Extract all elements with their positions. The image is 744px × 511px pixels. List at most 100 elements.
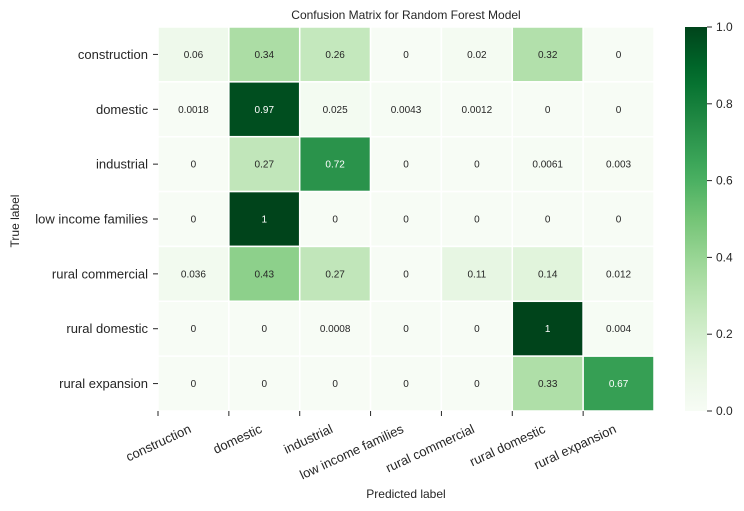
cell-value-label: 0 [403, 269, 409, 280]
heatmap-cell [582, 81, 655, 138]
colorbar-tick-label: 0.2 [716, 327, 733, 341]
cell-value-label: 0.72 [325, 160, 345, 171]
heatmap-cell [440, 355, 514, 412]
cell-value-label: 0.26 [325, 50, 345, 61]
cell-value-label: 0 [262, 324, 268, 335]
cell-value-label: 0 [545, 105, 551, 116]
heatmap-cell [369, 355, 443, 412]
y-tick-label: low income families [35, 212, 148, 227]
cell-value-label: 0 [474, 160, 480, 171]
cell-value-label: 0 [474, 215, 480, 226]
colorbar: 0.0 0.2 0.4 0.6 0.8 1.0 [685, 20, 733, 418]
cell-value-label: 1 [262, 215, 268, 226]
cell-value-label: 0 [403, 160, 409, 171]
cell-value-label: 0 [616, 105, 622, 116]
heatmap-cell [298, 355, 372, 412]
cell-value-label: 0.33 [538, 379, 558, 390]
cell-value-label: 0 [191, 324, 197, 335]
x-tick-label: domestic [211, 421, 265, 457]
heatmap-cell [157, 245, 230, 303]
heatmap-cell [228, 190, 301, 248]
y-tick-label: rural commercial [52, 266, 148, 281]
colorbar-gradient [685, 27, 707, 411]
heatmap-cell [157, 190, 230, 248]
cell-value-label: 0 [332, 215, 338, 226]
y-axis-ticks: construction domestic industrial low income… [35, 47, 158, 391]
heatmap-cell [582, 300, 655, 357]
heatmap-cell [440, 300, 514, 357]
y-tick-label: construction [78, 47, 148, 62]
cell-value-label: 0.97 [255, 105, 275, 116]
heatmap-cell [511, 190, 584, 248]
chart-title: Confusion Matrix for Random Forest Model [291, 8, 520, 22]
x-tick-label: construction [123, 421, 193, 464]
cell-value-label: 0 [474, 379, 480, 390]
heatmap-cells: 0.06 0.34 0.26 0 0.02 0.32 0 0.0018 0.97 0.025 0.0… [157, 26, 655, 412]
cell-value-label: 0.06 [184, 50, 204, 61]
heatmap-cell [228, 26, 301, 83]
cell-value-label: 0 [191, 215, 197, 226]
cell-value-label: 0.14 [538, 269, 558, 280]
cell-value-label: 0 [545, 215, 551, 226]
cell-value-label: 0.0043 [391, 105, 422, 116]
colorbar-tick-label: 1.0 [716, 20, 733, 34]
heatmap-cell [228, 300, 301, 357]
cell-value-label: 1 [545, 324, 551, 335]
cell-value-label: 0.27 [325, 269, 345, 280]
cell-value-label: 0 [616, 50, 622, 61]
cell-value-label: 0 [191, 379, 197, 390]
heatmap-cell [440, 81, 514, 138]
heatmap-cell [440, 135, 514, 193]
cell-value-label: 0 [616, 215, 622, 226]
y-axis-label: True label [8, 195, 22, 248]
cell-value-label: 0 [403, 215, 409, 226]
heatmap-cell [228, 135, 301, 193]
heatmap-cell [298, 135, 372, 193]
cell-value-label: 0.67 [609, 379, 629, 390]
cell-value-label: 0 [474, 324, 480, 335]
heatmap-cell [582, 355, 655, 412]
cell-value-label: 0 [403, 379, 409, 390]
heatmap-cell [511, 135, 584, 193]
cell-value-label: 0.43 [255, 269, 275, 280]
cell-value-label: 0.27 [255, 160, 275, 171]
cell-value-label: 0.0012 [462, 105, 493, 116]
heatmap-cell [298, 245, 372, 303]
cell-value-label: 0.0061 [532, 160, 563, 171]
heatmap-cell [511, 26, 584, 83]
cell-value-label: 0.02 [467, 50, 487, 61]
cell-value-label: 0.11 [467, 269, 486, 280]
cell-value-label: 0.32 [538, 50, 558, 61]
cell-value-label: 0.025 [323, 105, 348, 116]
heatmap-cell [157, 355, 230, 412]
heatmap-cell [298, 81, 372, 138]
cell-value-label: 0.003 [606, 160, 631, 171]
heatmap-cell [511, 355, 584, 412]
colorbar-tick-label: 0.0 [716, 404, 733, 418]
y-tick-label: rural expansion [59, 376, 148, 391]
cell-value-label: 0.012 [606, 269, 631, 280]
cell-value-label: 0.34 [255, 50, 275, 61]
x-axis-label: Predicted label [366, 487, 445, 501]
cell-value-label: 0.0008 [320, 324, 351, 335]
heatmap-cell [582, 190, 655, 248]
heatmap-cell [157, 300, 230, 357]
cell-value-label: 0.036 [181, 269, 206, 280]
cell-value-label: 0 [332, 379, 338, 390]
cell-value-label: 0 [191, 160, 197, 171]
y-tick-label: industrial [96, 157, 148, 172]
heatmap-cell [582, 135, 655, 193]
y-tick-label: rural domestic [66, 321, 148, 336]
heatmap-cell [369, 135, 443, 193]
cell-value-label: 0 [403, 324, 409, 335]
colorbar-tick-label: 0.4 [716, 250, 733, 264]
cell-value-label: 0 [403, 50, 409, 61]
cell-value-label: 0.004 [606, 324, 631, 335]
cell-value-label: 0.0018 [178, 105, 209, 116]
cell-value-label: 0 [262, 379, 268, 390]
colorbar-tick-label: 0.8 [716, 97, 733, 111]
x-tick-label: industrial [281, 421, 335, 457]
colorbar-tick-label: 0.6 [716, 174, 733, 188]
